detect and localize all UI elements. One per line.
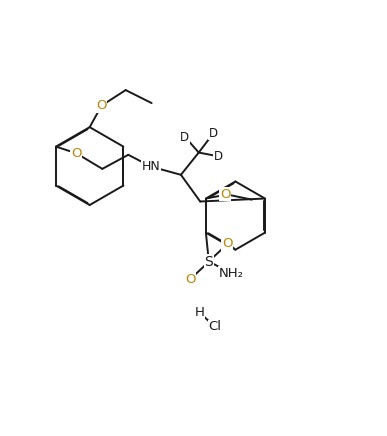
Text: O: O: [96, 99, 107, 112]
Text: S: S: [204, 255, 213, 269]
Text: O: O: [71, 147, 82, 160]
Text: D: D: [214, 150, 223, 163]
Text: O: O: [220, 187, 230, 201]
Text: O: O: [185, 273, 195, 286]
Text: O: O: [222, 237, 233, 250]
Text: HN: HN: [142, 160, 161, 173]
Text: H: H: [195, 306, 204, 319]
Text: D: D: [209, 127, 218, 140]
Text: D: D: [180, 131, 189, 144]
Text: Cl: Cl: [209, 320, 222, 334]
Text: NH₂: NH₂: [219, 267, 243, 280]
